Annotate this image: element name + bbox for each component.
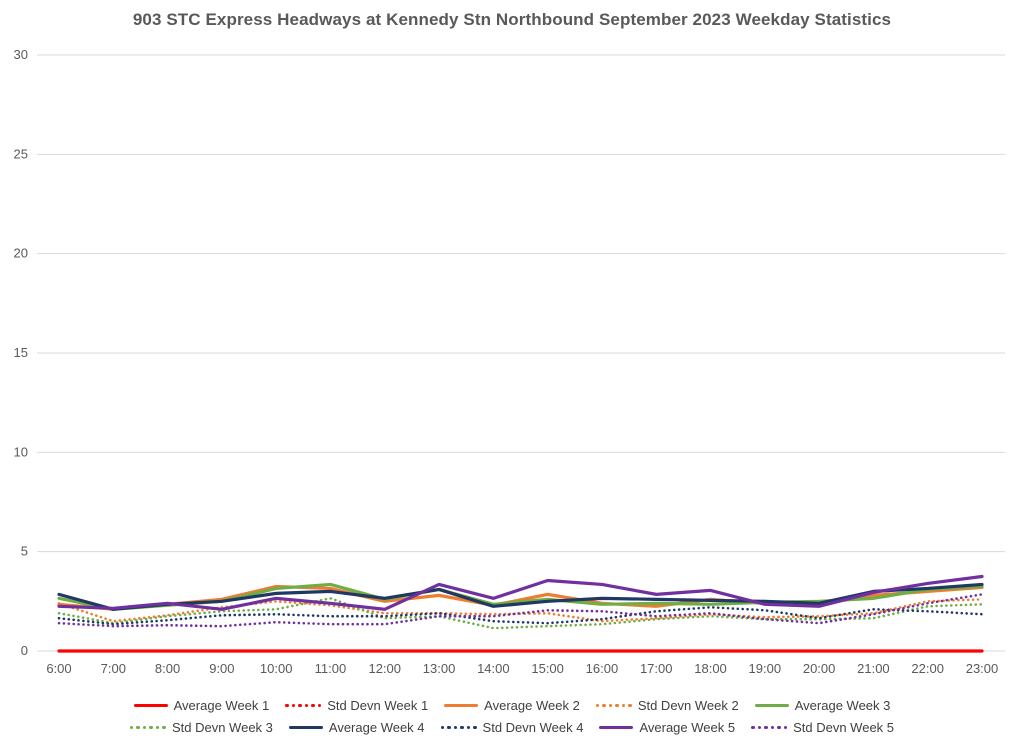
y-tick-label-0: 0 bbox=[21, 643, 28, 658]
y-tick-label-25: 25 bbox=[14, 146, 28, 161]
legend-row-2: Std Devn Week 3 Average Week 4 Std Devn We… bbox=[129, 720, 894, 735]
legend-label: Average Week 1 bbox=[173, 698, 270, 713]
chart-title: 903 STC Express Headways at Kennedy Stn … bbox=[132, 10, 892, 29]
x-tick-label-11-00: 11:00 bbox=[315, 661, 347, 676]
x-tick-label-15-00: 15:00 bbox=[531, 661, 564, 676]
legend-swatch-solid-line-icon bbox=[754, 704, 789, 707]
x-tick-label-14-00: 14:00 bbox=[477, 661, 510, 676]
x-tick-label-20-00: 20:00 bbox=[803, 661, 836, 676]
legend-swatch-dotted-line-icon bbox=[751, 725, 788, 730]
legend-label: Std Devn Week 2 bbox=[637, 698, 739, 713]
legend-row-1: Average Week 1 Std Devn Week 1 Average Wee… bbox=[133, 698, 891, 713]
legend-item-std-devn-week-4: Std Devn Week 4 bbox=[440, 720, 584, 735]
y-tick-label-20: 20 bbox=[14, 246, 28, 261]
y-tick-label-5: 5 bbox=[21, 544, 28, 559]
legend-item-std-devn-week-5: Std Devn Week 5 bbox=[751, 720, 894, 735]
x-tick-label-8-00: 8:00 bbox=[155, 661, 180, 676]
x-tick-label-16-00: 16:00 bbox=[586, 661, 619, 676]
legend-item-average-week-2: Average Week 2 bbox=[444, 698, 580, 713]
y-tick-label-30: 30 bbox=[14, 47, 28, 62]
x-tick-label-9-00: 9:00 bbox=[209, 661, 234, 676]
legend-item-average-week-3: Average Week 3 bbox=[754, 698, 891, 713]
legend-item-std-devn-week-3: Std Devn Week 3 bbox=[129, 720, 273, 735]
legend-label: Average Week 2 bbox=[484, 698, 580, 713]
legend-swatch-dotted-line-icon bbox=[595, 703, 632, 708]
x-tick-label-10-00: 10:00 bbox=[260, 661, 293, 676]
legend-swatch-dotted-line-icon bbox=[440, 725, 477, 730]
x-tick-label-6-00: 6:00 bbox=[46, 661, 71, 676]
legend-item-std-devn-week-1: Std Devn Week 1 bbox=[285, 698, 428, 713]
x-tick-label-19-00: 19:00 bbox=[749, 661, 782, 676]
legend-label: Std Devn Week 5 bbox=[793, 720, 895, 735]
legend-swatch-dotted-line-icon bbox=[129, 725, 166, 730]
x-tick-label-23-00: 23:00 bbox=[966, 661, 999, 676]
legend-label: Std Devn Week 3 bbox=[171, 720, 273, 735]
series-line-average-week-4 bbox=[57, 582, 984, 611]
legend-swatch-solid-line-icon bbox=[599, 726, 634, 729]
legend-item-average-week-5: Average Week 5 bbox=[599, 720, 735, 735]
legend-item-average-week-4: Average Week 4 bbox=[288, 720, 425, 735]
legend-item-std-devn-week-2: Std Devn Week 2 bbox=[595, 698, 739, 713]
plot-area: 0 5 10 15 20 25 30 6:00 7:00 8:00 9:00 10:00 11:00 12… bbox=[14, 47, 1005, 676]
y-tick-label-15: 15 bbox=[14, 345, 28, 360]
x-tick-label-21-00: 21:00 bbox=[857, 661, 890, 676]
legend-label: Average Week 3 bbox=[794, 698, 891, 713]
legend-swatch-solid-line-icon bbox=[444, 704, 479, 707]
legend-swatch-dotted-line-icon bbox=[285, 703, 322, 708]
legend-swatch-solid-line-icon bbox=[288, 726, 323, 729]
x-tick-label-17-00: 17:00 bbox=[640, 661, 673, 676]
legend-label: Std Devn Week 4 bbox=[482, 720, 584, 735]
x-tick-label-22-00: 22:00 bbox=[911, 661, 944, 676]
legend-item-average-week-1: Average Week 1 bbox=[133, 698, 270, 713]
legend-swatch-solid-line-icon bbox=[133, 704, 168, 707]
x-tick-label-12-00: 12:00 bbox=[368, 661, 401, 676]
y-tick-label-10: 10 bbox=[14, 444, 28, 459]
x-tick-label-7-00: 7:00 bbox=[101, 661, 126, 676]
legend-label: Average Week 4 bbox=[328, 720, 425, 735]
series-line-average-week-5 bbox=[57, 574, 984, 611]
chart-legend: Average Week 1 Std Devn Week 1 Average Wee… bbox=[0, 698, 1024, 735]
legend-label: Std Devn Week 1 bbox=[327, 698, 429, 713]
legend-label: Average Week 5 bbox=[639, 720, 736, 735]
x-tick-label-18-00: 18:00 bbox=[694, 661, 727, 676]
x-tick-label-13-00: 13:00 bbox=[423, 661, 456, 676]
